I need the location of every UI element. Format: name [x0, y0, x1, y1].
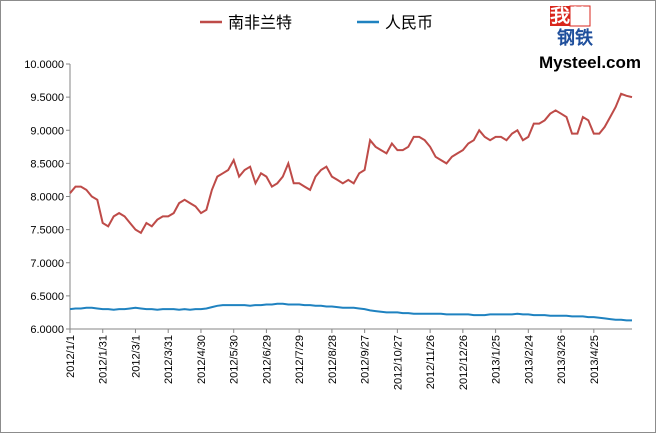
- x-tick-label: 2012/1/31: [98, 335, 110, 384]
- x-tick-label: 2012/5/30: [229, 335, 241, 384]
- line: [69, 92, 633, 235]
- x-tick-label: 2013/1/25: [491, 335, 503, 384]
- x-tick-label: 2012/11/26: [425, 335, 437, 389]
- y-tick-label: 6.5000: [30, 291, 64, 303]
- logo-block: [569, 5, 591, 27]
- logo-block: [550, 6, 570, 26]
- x-tick-label: 2012/8/28: [327, 335, 339, 384]
- x-tick-label: 2013/2/24: [523, 335, 535, 384]
- y-tick-label: 9.0000: [30, 125, 64, 137]
- x-tick-label: 2012/9/27: [360, 335, 372, 384]
- x-tick-label: 2012/3/31: [163, 335, 175, 384]
- legend-label: 人民币: [385, 14, 433, 32]
- x-tick-label: 2012/4/30: [196, 335, 208, 384]
- x-tick-label: 2012/1/1: [65, 335, 77, 378]
- x-tick-label: 2012/7/29: [294, 335, 306, 384]
- y-tick-label: 8.0000: [30, 192, 64, 204]
- logo-brand: Mysteel.com: [539, 53, 641, 72]
- logo-top: 我的: [550, 5, 590, 26]
- y-tick-label: 10.0000: [24, 59, 64, 71]
- x-tick-label: 2013/3/26: [556, 335, 568, 384]
- x-tick-label: 2012/10/27: [392, 335, 404, 390]
- y-tick-label: 9.5000: [30, 92, 64, 104]
- x-tick-label: 2012/3/1: [130, 335, 142, 378]
- logo-bottom: 钢铁: [557, 27, 593, 48]
- line: [69, 302, 632, 322]
- legend-label: 南非兰特: [228, 14, 292, 32]
- x-tick-label: 2012/12/26: [458, 335, 470, 390]
- y-tick-label: 7.0000: [30, 258, 64, 270]
- y-tick-label: 8.5000: [30, 158, 64, 170]
- x-tick-label: 2013/4/25: [589, 335, 601, 384]
- x-tick-label: 2012/6/29: [261, 335, 273, 384]
- y-tick-label: 6.0000: [30, 324, 64, 336]
- y-tick-label: 7.5000: [30, 225, 64, 237]
